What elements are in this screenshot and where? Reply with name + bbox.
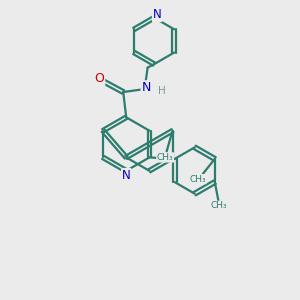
Text: N: N (141, 81, 151, 94)
Text: N: N (153, 8, 161, 21)
Text: N: N (122, 169, 130, 182)
Text: CH₃: CH₃ (189, 175, 206, 184)
Text: CH₃: CH₃ (157, 153, 173, 162)
Text: H: H (158, 85, 166, 96)
Text: O: O (94, 72, 104, 85)
Text: CH₃: CH₃ (210, 201, 227, 210)
